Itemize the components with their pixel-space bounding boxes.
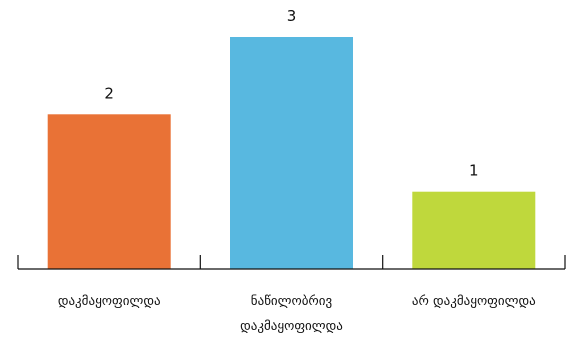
bar-2: [230, 37, 353, 269]
category-label-3: არ დაკმაყოფილდა: [412, 294, 536, 309]
category-label-1: დაკმაყოფილდა: [58, 294, 161, 309]
bars-layer: [48, 37, 536, 269]
bar-3: [412, 192, 535, 269]
bar-1: [48, 114, 171, 269]
category-labels: დაკმაყოფილდა ნაწილობრივ დაკმაყოფილდა არ დაკ…: [58, 294, 536, 334]
category-label-2: ნაწილობრივ დაკმაყოფილდა: [240, 294, 343, 334]
value-label-2: 3: [287, 7, 297, 25]
value-label-1: 2: [104, 84, 114, 102]
value-label-3: 1: [469, 162, 479, 180]
